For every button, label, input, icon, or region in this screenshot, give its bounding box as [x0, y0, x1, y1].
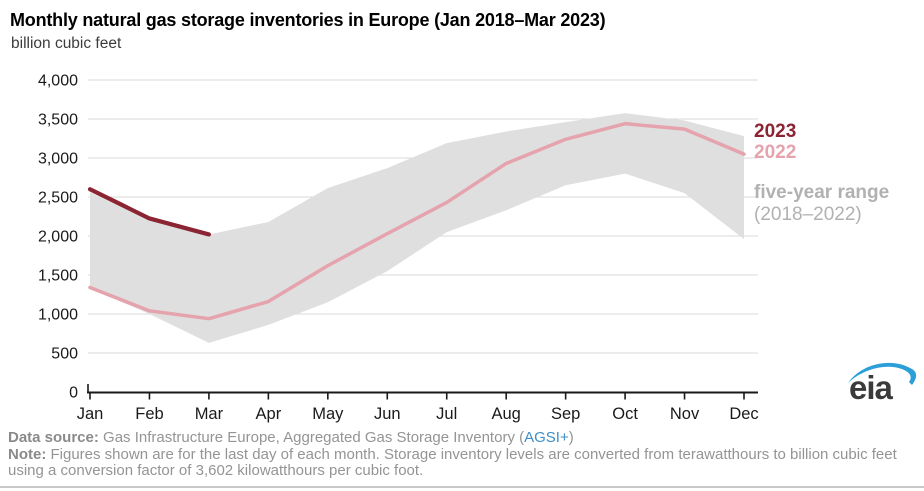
line-2023	[87, 187, 212, 237]
y-tick-label: 500	[51, 346, 78, 363]
x-tick-label: Jun	[374, 405, 401, 423]
x-tick-label: May	[312, 405, 344, 423]
x-axis-month-labels: Jan Feb Mar Apr May Jun Jul Aug Sep Oct Nov Dec	[77, 405, 759, 423]
chart-legend: 2023 2022 five-year range (2018–2022)	[754, 121, 889, 226]
legend-range-line1: five-year range	[754, 182, 890, 203]
x-axis	[87, 384, 758, 400]
x-tick-label: Jan	[77, 405, 104, 423]
x-tick-label: Nov	[670, 405, 700, 423]
x-tick-label: Aug	[492, 405, 521, 423]
y-tick-label: 1,000	[38, 307, 78, 324]
y-axis-tick-labels: 0 500 1,000 1,500 2,000 2,500 3,000 3,500 4,000	[38, 73, 78, 402]
note-label: Note:	[8, 445, 47, 463]
data-source-line: Data source: Gas Infrastructure Europe, …	[8, 429, 916, 447]
bottom-divider	[0, 486, 924, 488]
eia-logo: eia	[848, 362, 917, 402]
footer: Data source: Gas Infrastructure Europe, …	[8, 429, 916, 480]
y-tick-label: 0	[69, 385, 78, 402]
page-title: Monthly natural gas storage inventories …	[10, 10, 606, 30]
note-text: Figures shown are for the last day of ea…	[8, 445, 897, 479]
eia-logo-text: eia	[849, 369, 894, 402]
storage-inventory-chart: 05001,0001,5002,0002,5003,0003,5004,000 …	[38, 73, 759, 424]
data-source-text: Gas Infrastructure Europe, Aggregated Ga…	[98, 429, 525, 446]
x-tick-label: Jul	[436, 405, 457, 423]
data-source-suffix: )	[568, 429, 574, 446]
y-tick-label: 3,000	[38, 151, 78, 168]
line-2022	[88, 121, 746, 321]
legend-label-2023: 2023	[754, 121, 797, 142]
y-tick-label: 2,000	[38, 229, 78, 246]
y-tick-label: 3,500	[38, 112, 78, 129]
x-tick-label: Oct	[612, 405, 638, 423]
x-tick-label: Apr	[256, 405, 282, 423]
x-tick-label: Sep	[551, 405, 580, 423]
y-axis-unit-label: billion cubic feet	[11, 35, 122, 52]
agsi-link[interactable]: AGSI+	[524, 429, 569, 446]
five-year-range-band	[90, 113, 744, 343]
legend-label-five-year-range: five-year range (2018–2022)	[754, 182, 889, 226]
legend-range-line2: (2018–2022)	[754, 204, 862, 225]
x-tick-label: Dec	[729, 405, 758, 423]
x-tick-label: Mar	[195, 405, 224, 423]
note-line: Note: Figures shown are for the last day…	[8, 445, 916, 480]
legend-label-2022: 2022	[754, 142, 797, 163]
x-tick-label: Feb	[135, 405, 163, 423]
y-tick-label: 4,000	[38, 73, 78, 90]
y-tick-label: 2,500	[38, 190, 78, 207]
y-tick-label: 1,500	[38, 268, 78, 285]
data-source-label: Data source:	[8, 429, 99, 446]
